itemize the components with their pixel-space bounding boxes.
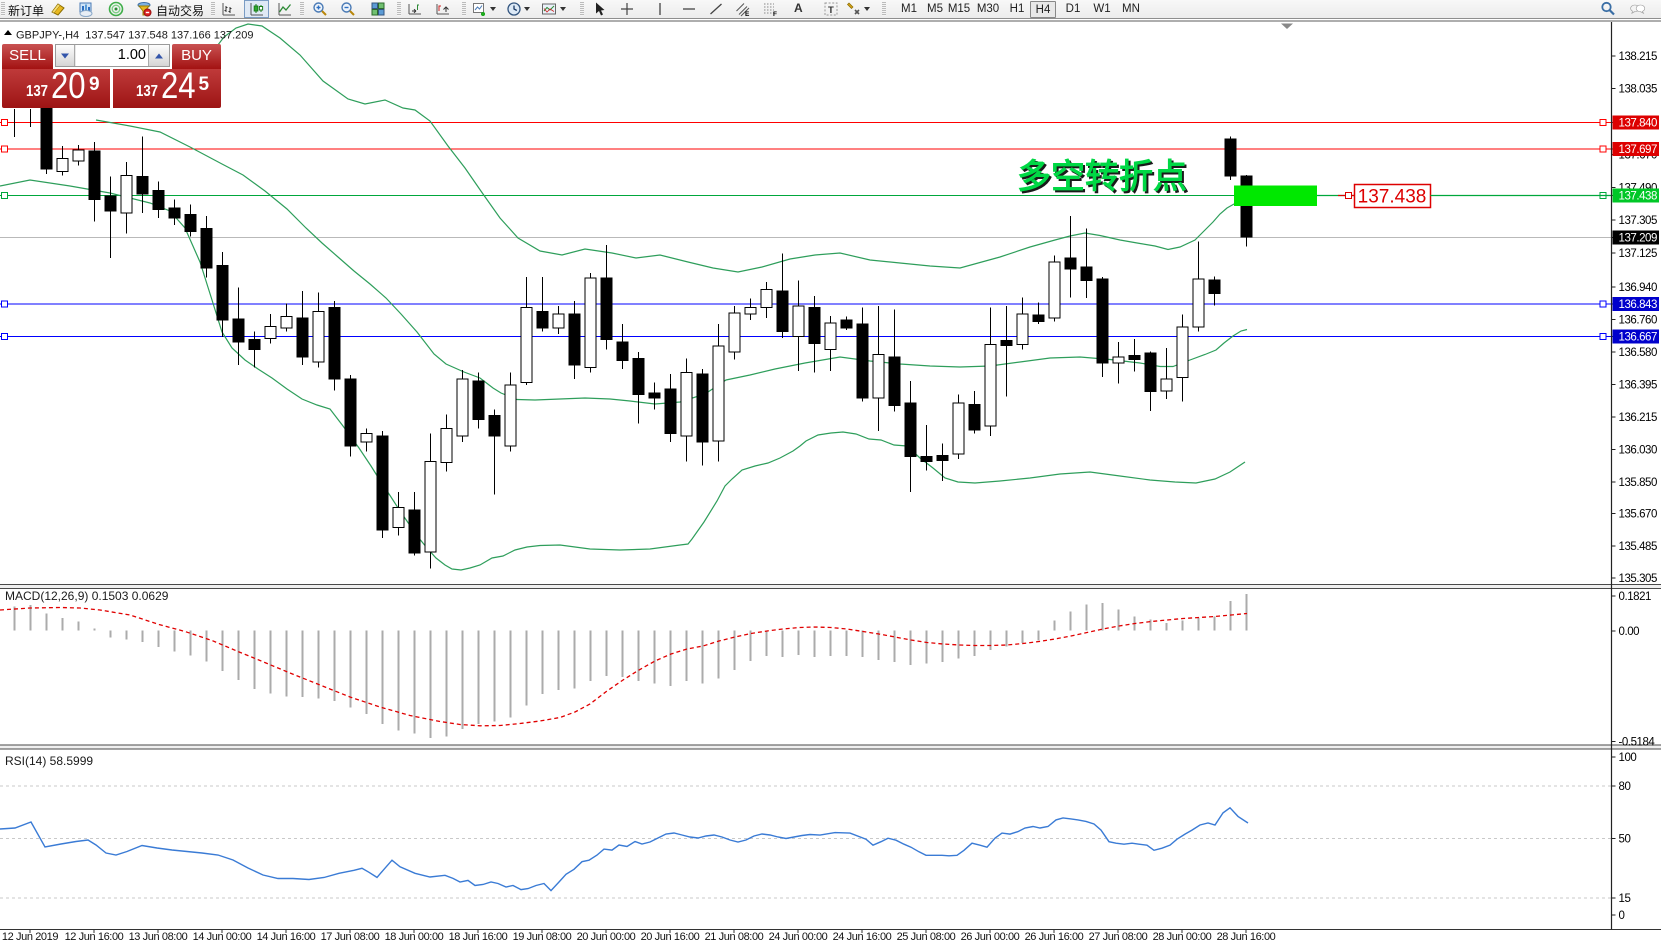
svg-text:14 Jun 00:00: 14 Jun 00:00 bbox=[193, 931, 252, 942]
svg-text:0.1821: 0.1821 bbox=[1619, 591, 1652, 603]
svg-text:GBPJPY-,H4 137.547 137.548 13: GBPJPY-,H4 137.547 137.548 137.166 137.2… bbox=[16, 30, 254, 42]
svg-text:137.438: 137.438 bbox=[1619, 191, 1657, 203]
svg-text:24 Jun 00:00: 24 Jun 00:00 bbox=[769, 931, 828, 942]
svg-text:138.035: 138.035 bbox=[1619, 84, 1657, 96]
svg-text:80: 80 bbox=[1619, 781, 1631, 793]
svg-text:12 Jun 2019: 12 Jun 2019 bbox=[2, 931, 58, 942]
svg-text:136.580: 136.580 bbox=[1619, 347, 1657, 359]
svg-text:T: T bbox=[828, 5, 834, 16]
svg-text:136.760: 136.760 bbox=[1619, 315, 1657, 327]
svg-text:18 Jun 00:00: 18 Jun 00:00 bbox=[385, 931, 444, 942]
svg-text:137.125: 137.125 bbox=[1619, 248, 1657, 260]
svg-text:26 Jun 00:00: 26 Jun 00:00 bbox=[961, 931, 1020, 942]
svg-text:136.843: 136.843 bbox=[1619, 299, 1657, 311]
svg-text:137.305: 137.305 bbox=[1619, 215, 1657, 227]
svg-text:25 Jun 08:00: 25 Jun 08:00 bbox=[897, 931, 956, 942]
svg-text:28 Jun 16:00: 28 Jun 16:00 bbox=[1217, 931, 1276, 942]
svg-text:12 Jun 16:00: 12 Jun 16:00 bbox=[65, 931, 124, 942]
svg-text:17 Jun 08:00: 17 Jun 08:00 bbox=[321, 931, 380, 942]
svg-text:F: F bbox=[773, 11, 777, 17]
svg-text:0.00: 0.00 bbox=[1619, 626, 1640, 638]
svg-text:136.395: 136.395 bbox=[1619, 380, 1657, 392]
svg-text:50: 50 bbox=[1619, 834, 1631, 846]
svg-text:15: 15 bbox=[1619, 893, 1631, 905]
svg-text:136.215: 136.215 bbox=[1619, 412, 1657, 424]
svg-text:28 Jun 00:00: 28 Jun 00:00 bbox=[1153, 931, 1212, 942]
svg-text:MACD(12,26,9) 0.1503 0.0629: MACD(12,26,9) 0.1503 0.0629 bbox=[5, 589, 169, 603]
svg-text:14 Jun 16:00: 14 Jun 16:00 bbox=[257, 931, 316, 942]
svg-text:26 Jun 16:00: 26 Jun 16:00 bbox=[1025, 931, 1084, 942]
svg-text:RSI(14) 58.5999: RSI(14) 58.5999 bbox=[5, 754, 93, 768]
svg-text:137.438: 137.438 bbox=[1358, 187, 1427, 208]
svg-text:多空转折点: 多空转折点 bbox=[1019, 160, 1189, 198]
svg-text:20 Jun 16:00: 20 Jun 16:00 bbox=[641, 931, 700, 942]
svg-text:19 Jun 08:00: 19 Jun 08:00 bbox=[513, 931, 572, 942]
svg-text:100: 100 bbox=[1619, 752, 1637, 764]
svg-text:135.305: 135.305 bbox=[1619, 573, 1657, 585]
svg-text:18 Jun 16:00: 18 Jun 16:00 bbox=[449, 931, 508, 942]
svg-text:135.850: 135.850 bbox=[1619, 477, 1657, 489]
svg-text:13 Jun 08:00: 13 Jun 08:00 bbox=[129, 931, 188, 942]
svg-text:137.697: 137.697 bbox=[1619, 144, 1657, 156]
svg-text:138.215: 138.215 bbox=[1619, 51, 1657, 63]
svg-text:136.940: 136.940 bbox=[1619, 282, 1657, 294]
svg-text:21 Jun 08:00: 21 Jun 08:00 bbox=[705, 931, 764, 942]
svg-text:137.840: 137.840 bbox=[1619, 118, 1657, 130]
svg-text:136.667: 136.667 bbox=[1619, 332, 1657, 344]
svg-text:多空转折点: 多空转折点 bbox=[1017, 158, 1187, 196]
svg-text:136.030: 136.030 bbox=[1619, 445, 1657, 457]
svg-text:24 Jun 16:00: 24 Jun 16:00 bbox=[833, 931, 892, 942]
svg-text:-0.5184: -0.5184 bbox=[1619, 737, 1656, 749]
svg-text:20 Jun 00:00: 20 Jun 00:00 bbox=[577, 931, 636, 942]
svg-text:0: 0 bbox=[1619, 910, 1625, 922]
svg-text:135.670: 135.670 bbox=[1619, 509, 1657, 521]
svg-text:27 Jun 08:00: 27 Jun 08:00 bbox=[1089, 931, 1148, 942]
svg-text:137.209: 137.209 bbox=[1619, 233, 1657, 245]
svg-text:135.485: 135.485 bbox=[1619, 541, 1657, 553]
svg-text:E: E bbox=[745, 11, 750, 17]
